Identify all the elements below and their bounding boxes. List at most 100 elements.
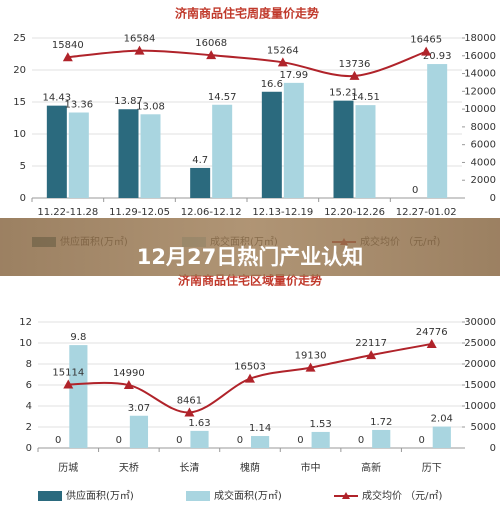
bar-label: 1.63	[188, 418, 210, 429]
y-tick-label: 0	[26, 443, 32, 454]
line-label: 16465	[410, 35, 442, 46]
bar	[140, 114, 161, 198]
bar-label: 2.04	[431, 414, 453, 425]
bar-label: 0	[237, 435, 243, 446]
bar-label: 0	[358, 435, 364, 446]
y-tick-label: 15	[13, 97, 26, 108]
bar-label: 0	[116, 435, 122, 446]
bar-label: 17.99	[280, 70, 309, 81]
chart-title: 济南商品住宅周度量价走势	[175, 6, 319, 21]
bar-label: 20.93	[423, 51, 452, 62]
line-label: 8461	[177, 395, 202, 406]
line-label: 13736	[339, 59, 371, 70]
line-marker	[349, 70, 360, 80]
legend-label: 成交均价 （元/㎡)	[362, 489, 443, 502]
y-tick-label: 10	[13, 129, 26, 140]
y-tick-label: 25	[13, 33, 26, 44]
line-marker	[245, 373, 255, 383]
x-tick-label: 12.27-01.02	[396, 207, 457, 218]
y-tick-label: 20	[13, 65, 26, 76]
bar-label: 0	[412, 185, 418, 196]
line	[67, 49, 427, 78]
bar	[333, 100, 354, 198]
y-tick-label: 2	[26, 422, 32, 433]
line-marker	[184, 407, 195, 417]
bar-label: 1.53	[310, 419, 332, 430]
line-label: 15840	[52, 40, 84, 51]
bar	[311, 431, 330, 448]
y2-tick-label: 4000	[471, 157, 496, 168]
banner: 12月27日热门产业认知	[0, 218, 500, 276]
y-tick-label: 6	[26, 380, 32, 391]
x-tick-label: 12.13-12.19	[252, 207, 313, 218]
bar	[118, 109, 139, 198]
bar-label: 13.36	[65, 99, 94, 110]
line-marker	[63, 379, 74, 389]
bar-label: 1.72	[370, 417, 392, 428]
x-tick-label: 槐荫	[240, 461, 260, 474]
line-label: 22117	[355, 338, 387, 349]
x-tick-label: 长清	[179, 461, 199, 474]
y2-tick-label: 0	[490, 443, 496, 454]
bar-label: 14.43	[43, 93, 72, 104]
y2-tick-label: 5000	[471, 422, 496, 433]
y2-tick-label: 10000	[464, 104, 496, 115]
y2-tick-label: 16000	[464, 51, 496, 62]
banner-title: 12月27日热门产业认知	[137, 245, 363, 269]
y2-tick-label: 18000	[464, 33, 496, 44]
line-marker	[206, 50, 217, 60]
line-marker	[305, 362, 316, 372]
bar	[427, 64, 448, 198]
bar	[69, 345, 88, 448]
y-tick-label: 5	[20, 161, 26, 172]
bar	[251, 436, 270, 448]
x-tick-label: 11.29-12.05	[109, 207, 170, 218]
y2-tick-label: 14000	[464, 69, 496, 80]
bar	[283, 82, 304, 198]
bar-label: 1.14	[249, 423, 271, 434]
bar	[190, 430, 209, 448]
x-tick-label: 12.20-12.26	[324, 207, 385, 218]
bar-label: 16.6	[261, 79, 283, 90]
legend-swatch	[342, 492, 350, 499]
x-tick-label: 11.22-11.28	[37, 207, 98, 218]
y2-tick-label: 10000	[464, 401, 496, 412]
x-tick-label: 市中	[301, 461, 321, 474]
bar	[372, 429, 391, 448]
line-marker	[123, 380, 134, 390]
bar	[190, 167, 211, 198]
legend-label: 成交面积(万㎡)	[214, 489, 282, 502]
y-tick-label: 0	[20, 193, 26, 204]
bar	[355, 105, 376, 198]
line-marker	[426, 338, 437, 348]
x-tick-label: 高新	[361, 461, 381, 474]
y2-tick-label: 20000	[464, 359, 496, 370]
bar-label: 4.7	[192, 155, 208, 166]
legend-label: 供应面积(万㎡)	[66, 489, 134, 502]
line-marker	[277, 57, 288, 67]
line-label: 16503	[234, 362, 266, 373]
bar-label: 3.07	[128, 403, 150, 414]
line-label: 19130	[295, 351, 327, 362]
bar	[46, 105, 67, 198]
line-marker	[366, 350, 377, 360]
bar	[261, 91, 282, 198]
line-label: 16584	[124, 34, 156, 45]
chart-title: 济南商品住宅区域量价走势	[178, 273, 322, 288]
y-tick-label: 4	[26, 401, 32, 412]
x-tick-label: 12.06-12.12	[181, 207, 242, 218]
banner-background	[0, 218, 500, 276]
legend-swatch	[186, 491, 210, 501]
y2-tick-label: 0	[490, 193, 496, 204]
bar	[129, 415, 149, 448]
line-label: 16068	[195, 38, 227, 49]
bar-label: 0	[297, 435, 303, 446]
y2-tick-label: 30000	[464, 317, 496, 328]
y2-tick-label: 25000	[464, 338, 496, 349]
bar-label: 0	[55, 435, 61, 446]
bar	[432, 426, 451, 448]
x-tick-label: 历下	[422, 462, 442, 474]
bar-label: 9.8	[70, 332, 86, 343]
bar-label: 14.51	[351, 92, 380, 103]
bar-label: 14.57	[208, 92, 237, 103]
